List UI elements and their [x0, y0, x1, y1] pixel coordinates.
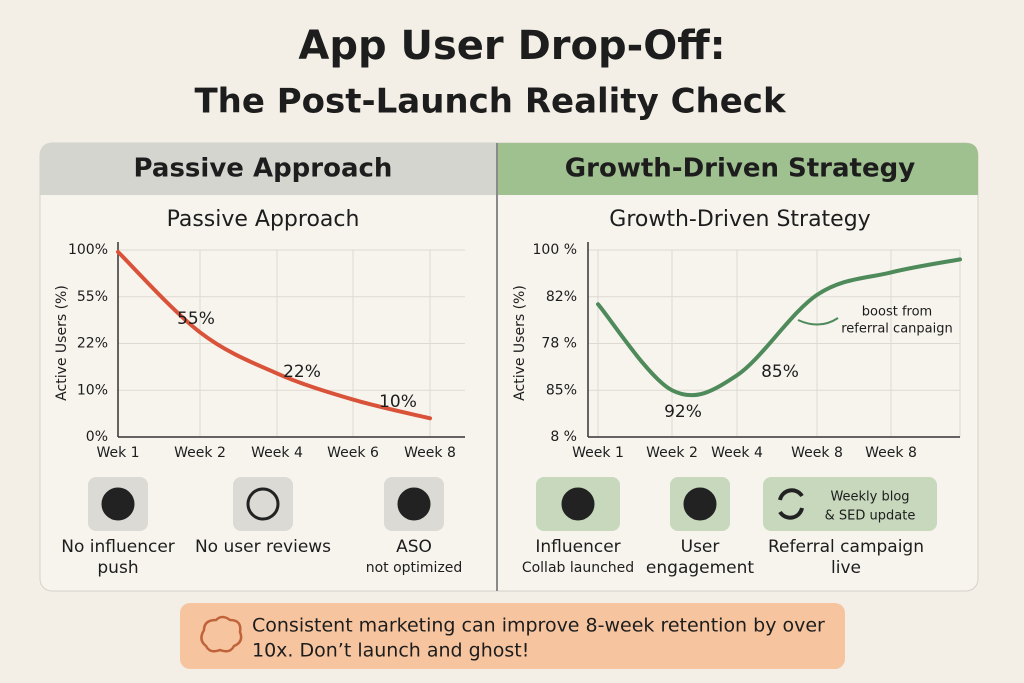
annotation: 85% — [761, 362, 799, 382]
feature-caption: Collab launched — [522, 560, 634, 576]
y-tick-label: 78 % — [541, 336, 577, 352]
x-tick-label: Week 1 — [572, 445, 624, 461]
badge-text: Weekly blog — [830, 490, 909, 505]
panel-header-bg — [497, 143, 978, 195]
x-tick-label: Week 8 — [865, 445, 917, 461]
x-tick-label: Wek 1 — [96, 445, 139, 461]
annotation: 10% — [379, 392, 417, 412]
y-tick-label: 85% — [546, 382, 577, 398]
x-tick-label: Week 8 — [404, 445, 456, 461]
subtitle: The Post-Launch Reality Check — [194, 82, 787, 122]
feature-caption: engagement — [646, 558, 754, 578]
feature-caption: not optimized — [366, 560, 463, 576]
annotation: boost from — [862, 305, 932, 320]
panel-header: Passive Approach — [134, 154, 393, 184]
x-tick-label: Week 2 — [174, 445, 226, 461]
y-axis-label: Active Users (%) — [54, 285, 70, 401]
feature-caption: push — [97, 558, 138, 578]
y-tick-label: 100 % — [533, 242, 577, 258]
feature-caption: live — [831, 558, 861, 578]
banner-text: 10x. Don’t launch and ghost! — [252, 640, 529, 662]
feature-caption: Influencer — [535, 537, 620, 557]
feature-icon — [397, 487, 431, 521]
y-tick-label: 100% — [68, 242, 108, 258]
annotation: 22% — [283, 362, 321, 382]
y-tick-label: 10% — [77, 382, 108, 398]
feature-icon-bg — [233, 477, 293, 531]
banner-text: Consistent marketing can improve 8-week … — [252, 615, 825, 637]
feature-caption: User — [681, 537, 720, 557]
annotation: referral canpaign — [841, 322, 952, 337]
x-tick-label: Week 2 — [646, 445, 698, 461]
feature-icon — [778, 488, 804, 520]
y-tick-label: 0% — [86, 429, 108, 445]
badge-text: & SED update — [825, 509, 916, 524]
x-tick-label: Week 8 — [791, 445, 843, 461]
x-tick-label: Week 4 — [251, 445, 303, 461]
feature-caption: No user reviews — [195, 537, 331, 557]
y-axis-label: Active Users (%) — [512, 285, 528, 401]
x-tick-label: Week 4 — [711, 445, 763, 461]
panel-header-bg — [40, 143, 497, 195]
feature-icon-bg — [763, 477, 937, 531]
y-tick-label: 8 % — [550, 429, 577, 445]
feature-caption: Referral campaign — [768, 537, 924, 557]
line-series — [596, 257, 962, 398]
x-tick-label: Week 6 — [327, 445, 379, 461]
feature-icon — [101, 487, 135, 521]
y-tick-label: 55% — [77, 289, 108, 305]
title: App User Drop-Off: — [298, 23, 725, 69]
feature-icon — [561, 487, 595, 521]
banner-bg — [180, 603, 845, 669]
line-series — [116, 249, 432, 421]
brain-icon — [200, 615, 243, 653]
y-tick-label: 82% — [546, 289, 577, 305]
feature-icon — [246, 487, 280, 521]
y-tick-label: 22% — [77, 336, 108, 352]
annotation-arrow — [797, 317, 839, 326]
feature-caption: ASO — [396, 537, 432, 557]
panel-header: Growth-Driven Strategy — [565, 154, 915, 184]
chart-title: Growth-Driven Strategy — [609, 207, 870, 232]
chart-title: Passive Approach — [167, 207, 360, 232]
annotation: 92% — [664, 402, 702, 422]
feature-icon — [683, 487, 717, 521]
feature-caption: No influencer — [61, 537, 175, 557]
annotation: 55% — [177, 309, 215, 329]
